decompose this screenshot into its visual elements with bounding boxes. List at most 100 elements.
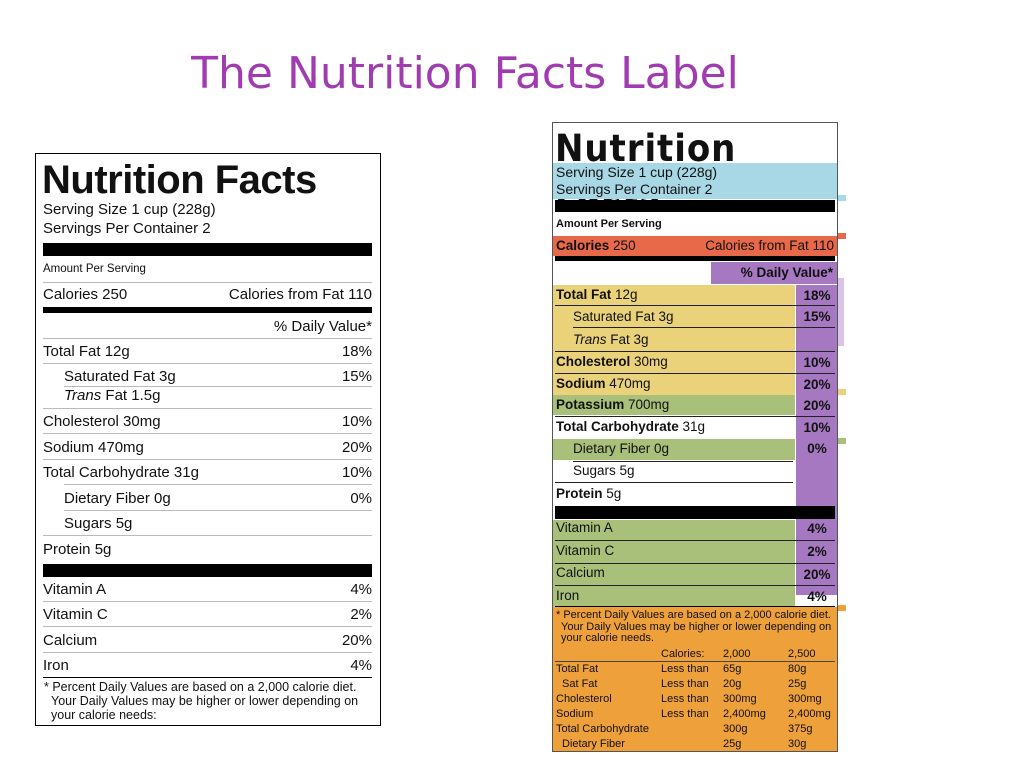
nutrient-amount: 30mg — [630, 354, 668, 369]
dv-table-cell: Cholesterol — [556, 693, 612, 705]
percent-column-band — [796, 285, 837, 595]
divider — [43, 535, 372, 536]
divider — [555, 416, 835, 417]
nutrient-label: Total Fat 12g — [43, 343, 130, 360]
nutrient-pct: 10% — [341, 413, 372, 430]
footnote-line: * Percent Daily Values are based on a 2,… — [44, 680, 357, 694]
calories-from-fat: Calories from Fat 110 — [705, 238, 834, 253]
nutrient-row-sugars: Sugars 5g — [573, 463, 635, 478]
calories-from-fat: Calories from Fat 110 — [228, 286, 372, 303]
divider — [64, 386, 372, 387]
nutrient-pct: 20% — [803, 377, 831, 392]
nutrient-pct: 0% — [350, 490, 372, 507]
nutrient-pct: 15% — [803, 309, 831, 324]
nutrient-label-bold: Cholesterol — [556, 354, 631, 369]
daily-value-header-band — [711, 262, 837, 284]
vitamin-pct: 4% — [807, 589, 827, 604]
footnote-line: your calorie needs. — [561, 632, 654, 644]
dv-table-cell: Dietary Fiber — [562, 738, 625, 750]
slide-title: The Nutrition Facts Label — [191, 48, 739, 99]
nutrient-row-protein: Protein 5g — [43, 541, 372, 558]
dv-table-cell: Sat Fat — [562, 678, 598, 690]
dv-table-cell: 65g — [723, 663, 742, 675]
divider — [43, 459, 372, 460]
nutrient-row-total-fat: Total Fat 12g — [556, 287, 638, 302]
nutrient-label: Sodium 470mg — [43, 439, 144, 456]
footnote: * Percent Daily Values are based on a 2,… — [44, 680, 374, 722]
vitamin-row: Calcium 20% — [43, 632, 372, 649]
nutrient-row-trans-fat: Trans Fat 3g — [573, 332, 649, 347]
divider — [43, 363, 372, 364]
calories-band — [553, 236, 837, 256]
footnote-line: your calorie needs: — [51, 708, 157, 722]
dv-table-cell: Total Carbohydrate — [556, 723, 649, 735]
vitamin-label: Iron — [43, 657, 69, 674]
divider — [555, 351, 835, 352]
get-enough-marker — [838, 438, 846, 444]
limit-marker — [838, 389, 846, 395]
calories: Calories 250 — [43, 286, 128, 303]
nutrient-pct: 10% — [341, 464, 372, 481]
divider — [555, 563, 835, 564]
calories: Calories 250 — [556, 238, 636, 253]
divider — [555, 540, 835, 541]
amount-per-serving: Amount Per Serving — [556, 218, 662, 230]
thick-rule — [555, 506, 835, 519]
dv-table-cell: 25g — [723, 738, 742, 750]
vitamin-row: Iron — [556, 588, 580, 603]
nutrient-pct: 15% — [341, 368, 372, 385]
dv-table-header: 2,000 — [723, 648, 751, 660]
dv-table-cell: Less than — [661, 678, 709, 690]
serving-size: Serving Size 1 cup (228g) — [43, 201, 216, 218]
vitamin-pct: 4% — [350, 581, 372, 598]
nutrient-pct: 0% — [807, 441, 827, 456]
daily-value-marker — [838, 278, 844, 346]
divider — [573, 327, 835, 328]
limit-nutrients-band — [553, 285, 795, 397]
nutrient-row-cholesterol: Cholesterol 30mg 10% — [43, 413, 372, 430]
daily-value-header: % Daily Value* — [740, 265, 833, 280]
calories-label: Calories — [556, 238, 610, 253]
servings-per-container: Servings Per Container 2 — [43, 220, 211, 237]
divider — [555, 305, 835, 306]
nutrient-row-protein: Protein 5g — [556, 486, 621, 501]
nutrient-row-cholesterol: Cholesterol 30mg — [556, 354, 668, 369]
thick-rule — [555, 256, 835, 261]
dv-table-cell: 25g — [788, 678, 807, 690]
dv-table-header: 2,500 — [788, 648, 816, 660]
divider — [43, 433, 372, 434]
dietary-fiber-band — [553, 439, 795, 460]
calories-marker — [838, 233, 846, 239]
footnote-line: * Percent Daily Values are based on a 2,… — [556, 609, 831, 621]
footnote-band — [553, 607, 837, 751]
footnote-line: Your Daily Values may be higher or lower… — [561, 621, 832, 633]
nutrient-amount: 12g — [611, 287, 638, 302]
nutrient-label: Fat 1.5g — [101, 387, 161, 404]
nutrient-row-dietary-fiber: Dietary Fiber 0g — [573, 441, 670, 456]
divider — [64, 510, 372, 511]
nutrient-row-saturated-fat: Saturated Fat 3g 15% — [64, 368, 372, 385]
divider — [43, 601, 372, 602]
nutrient-label: Total Carbohydrate 31g — [43, 464, 199, 481]
nutrient-pct: 20% — [341, 439, 372, 456]
dv-table-cell: 2,400mg — [788, 708, 831, 720]
nutrient-amount: Fat 3g — [606, 332, 649, 347]
nutrient-label: Dietary Fiber 0g — [64, 490, 171, 507]
divider — [555, 606, 835, 607]
nutrient-pct: 10% — [803, 420, 831, 435]
footnote-line: Your Daily Values may be higher or lower… — [51, 694, 359, 708]
nutrient-label-bold: Total Carbohydrate — [556, 419, 679, 434]
dv-table-cell: 30g — [788, 738, 807, 750]
serving-marker — [838, 195, 846, 201]
dv-table-cell: Total Fat — [556, 663, 599, 675]
nutrient-row-saturated-fat: Saturated Fat 3g — [573, 309, 674, 324]
nutrient-label-bold: Potassium — [556, 397, 625, 412]
vitamin-pct: 20% — [803, 567, 831, 582]
thick-rule — [43, 307, 372, 313]
vitamin-row: Vitamin C — [556, 543, 615, 558]
nutrition-label-color-coded: Nutrition Facts Serving Size 1 cup (228g… — [552, 122, 838, 752]
thick-rule — [43, 564, 372, 577]
nutrient-row-potassium: Potassium 700mg — [556, 397, 669, 412]
divider — [43, 652, 372, 653]
vitamin-row: Iron 4% — [43, 657, 372, 674]
